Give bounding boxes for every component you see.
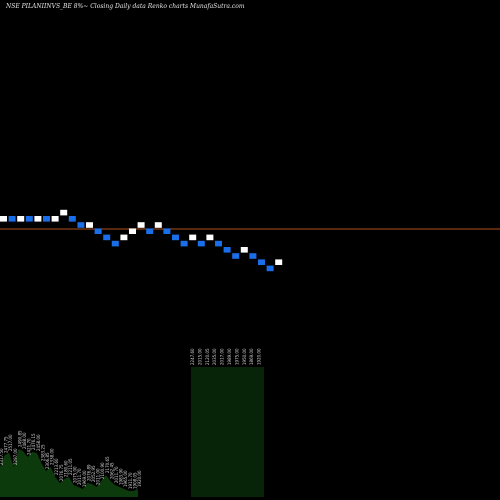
renko-brick-down: [215, 240, 222, 247]
chart-title: NSE PILANIINVS_BE 8%~ Closing Daily data…: [6, 3, 245, 10]
renko-brick-down: [197, 240, 205, 247]
renko-brick-down: [146, 228, 154, 234]
volume-price-label: 2100.90: [100, 462, 105, 479]
volume-price-label: 2052.95: [91, 465, 96, 482]
volume-price-label: 1983.90: [119, 468, 124, 485]
volume-price-label: 2458.00: [36, 434, 41, 451]
renko-brick-down: [232, 253, 240, 259]
volume-price-label: 2317.50: [0, 448, 4, 465]
volume-price-label: 2477.75: [4, 436, 9, 453]
volume-price-label: 2015.00: [197, 348, 202, 365]
renko-brick-down: [43, 216, 50, 222]
volume-price-label: 1920.00: [137, 470, 142, 487]
volume-price-label: 1969.00: [82, 470, 87, 487]
volume-price-label: 1869.00: [249, 348, 254, 365]
volume-price-label: 2120.05: [205, 348, 210, 365]
renko-brick-down: [68, 216, 76, 222]
renko-brick-up: [154, 222, 162, 228]
renko-brick-down: [77, 222, 85, 228]
volume-price-label: 1965.00: [123, 470, 128, 487]
volume-price-label: 2035.00: [212, 348, 217, 365]
renko-brick-up: [240, 247, 248, 253]
volume-price-label: 2517.00: [8, 434, 13, 451]
renko-brick-up: [0, 216, 7, 222]
renko-brick-down: [249, 253, 257, 259]
renko-brick-down: [258, 259, 265, 265]
renko-brick-down: [111, 240, 119, 247]
volume-block-highlight: [191, 367, 264, 497]
renko-brick-down: [163, 228, 171, 234]
renko-brick-up: [137, 222, 145, 228]
volume-price-label: 1989.00: [227, 348, 232, 365]
renko-brick-up: [86, 222, 93, 228]
renko-brick-up: [60, 209, 68, 216]
volume-price-label: 2476.15: [31, 433, 36, 450]
renko-brick-up: [129, 228, 136, 234]
volume-price-label: 2076.75: [59, 464, 64, 481]
renko-brick-down: [94, 228, 102, 234]
renko-brick-down: [103, 234, 111, 241]
volume-price-label: 2383.25: [40, 444, 45, 461]
renko-brick-down: [8, 216, 16, 222]
volume-price-label: 1920.00: [257, 348, 262, 365]
volume-price-label: 2017.00: [220, 348, 225, 365]
renko-brick-down: [266, 265, 274, 272]
renko-brick-up: [34, 216, 42, 222]
renko-brick-up: [120, 234, 128, 241]
volume-price-label: 2211.05: [68, 458, 73, 475]
volume-price-label: 2180.60: [63, 460, 68, 477]
volume-price-label: 2011.70: [114, 466, 119, 483]
renko-brick-up: [17, 216, 25, 222]
volume-price-label: 2297.00: [13, 448, 18, 465]
renko-brick-down: [223, 247, 231, 253]
volume-area: [0, 367, 264, 497]
volume-price-label: 1911.70: [128, 472, 133, 489]
volume-price-label: 2062.45: [109, 462, 114, 479]
renko-brick-up: [189, 234, 197, 241]
renko-brick-up: [275, 259, 283, 265]
volume-price-label: 2338.00: [50, 448, 55, 465]
renko-brick-down: [172, 234, 179, 241]
volume-area-low: [0, 449, 138, 497]
volume-price-label: 2213.60: [54, 458, 59, 475]
renko-brick-up: [51, 216, 59, 222]
volume-price-label: 1908.05: [132, 472, 137, 489]
renko-brick-down: [180, 240, 188, 247]
volume-price-label: 2247.60: [190, 348, 195, 365]
volume-price-label: 2421.70: [27, 438, 32, 455]
volume-price-label: 2306.85: [45, 452, 50, 469]
volume-price-label: 2011.00: [96, 468, 101, 485]
volume-price-label: 2011.70: [77, 468, 82, 485]
volume-price-label: 2488.00: [22, 432, 27, 449]
volume-price-label: 2170.65: [105, 456, 110, 473]
renko-brick-up: [206, 234, 214, 241]
volume-price-label: 2075.00: [73, 466, 78, 483]
volume-price-label: 1950.00: [242, 348, 247, 365]
volume-price-label: 1975.00: [234, 348, 239, 365]
volume-price-label: 2076.89: [86, 464, 91, 481]
renko-brick-down: [25, 216, 33, 222]
renko-bricks: [0, 209, 283, 272]
volume-price-label: 2490.85: [17, 430, 22, 447]
